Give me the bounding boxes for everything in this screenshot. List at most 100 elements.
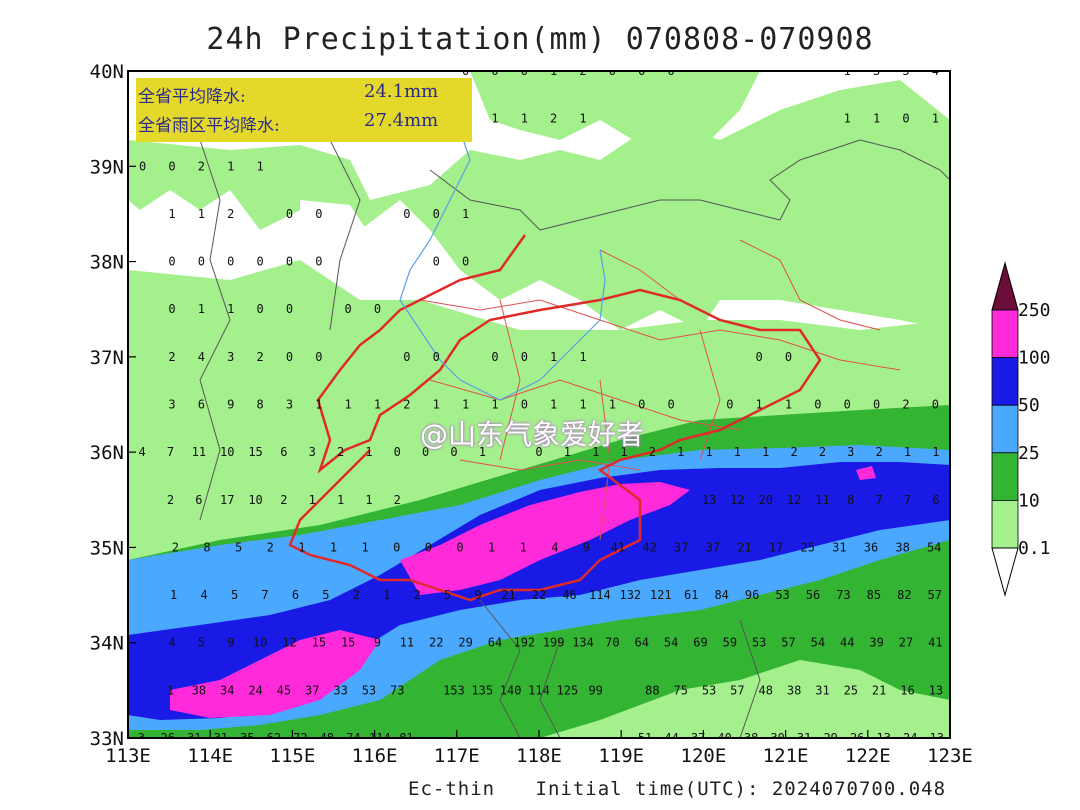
grid-value: 114 <box>528 683 550 697</box>
grid-value: 0 <box>932 398 939 412</box>
province-avg-value: 24.1mm <box>364 81 439 102</box>
grid-value: 199 <box>543 636 565 650</box>
grid-value: 1 <box>479 445 486 459</box>
grid-value: 1 <box>167 683 174 697</box>
grid-value: 73 <box>390 683 404 697</box>
grid-value: 114 <box>369 731 391 745</box>
grid-value: 88 <box>645 683 659 697</box>
grid-value: 132 <box>619 588 641 602</box>
grid-value: 1 <box>932 112 939 126</box>
grid-value: 21 <box>737 540 751 554</box>
grid-value: 31 <box>815 683 829 697</box>
grid-value: 38 <box>787 683 801 697</box>
grid-value: 54 <box>927 540 941 554</box>
grid-value: 62 <box>267 731 281 745</box>
lat-tick-label: 38N <box>90 252 124 274</box>
grid-value: 3 <box>168 398 175 412</box>
grid-value: 1 <box>462 398 469 412</box>
grid-value: 2 <box>819 445 826 459</box>
grid-value: 0 <box>433 207 440 221</box>
grid-value: 21 <box>872 683 886 697</box>
lat-tick-label: 34N <box>90 633 124 655</box>
grid-value: 45 <box>277 683 291 697</box>
grid-value: 0 <box>168 302 175 316</box>
grid-value: 134 <box>572 636 594 650</box>
grid-value: 31 <box>214 731 228 745</box>
grid-value: 0 <box>286 350 293 364</box>
dry-area <box>300 200 380 270</box>
rain-area-light-green-top <box>470 71 760 150</box>
grid-value: 64 <box>635 636 649 650</box>
grid-value: 0 <box>462 255 469 269</box>
grid-value: 1 <box>330 540 337 554</box>
grid-value: 1 <box>198 207 205 221</box>
grid-value: 1 <box>620 445 627 459</box>
grid-value: 9 <box>374 636 381 650</box>
grid-value: 0 <box>521 350 528 364</box>
grid-value: 16 <box>900 683 914 697</box>
grid-value: 0 <box>902 112 909 126</box>
grid-value: 1 <box>315 398 322 412</box>
grid-value: 38 <box>895 540 909 554</box>
grid-value: 0 <box>873 398 880 412</box>
grid-value: 11 <box>400 636 414 650</box>
grid-value: 0 <box>286 207 293 221</box>
grid-value: 40 <box>717 731 731 745</box>
grid-value: 7 <box>167 445 174 459</box>
grid-value: 2 <box>876 445 883 459</box>
rain-band-100-250 <box>400 482 690 595</box>
grid-value: 2 <box>403 398 410 412</box>
grid-value: 3 <box>286 398 293 412</box>
lon-tick-label: 123E <box>927 745 973 767</box>
grid-value: 0 <box>256 302 263 316</box>
grid-value: 5 <box>444 588 451 602</box>
grid-value: 9 <box>474 588 481 602</box>
legend-label: 50 <box>1018 395 1040 416</box>
legend-arrow-bottom <box>991 547 1019 597</box>
grid-value: 9 <box>227 636 234 650</box>
grid-value: 2 <box>649 445 656 459</box>
grid-value: 1 <box>785 398 792 412</box>
province-avg-label: 全省平均降水: <box>138 87 246 107</box>
grid-value: 1 <box>932 445 939 459</box>
lon-tick-label: 116E <box>352 745 398 767</box>
grid-value: 7 <box>904 493 911 507</box>
grid-value: 1 <box>734 445 741 459</box>
grid-value: 1 <box>365 493 372 507</box>
lat-tick-label: 39N <box>90 156 124 178</box>
grid-value: 0 <box>422 445 429 459</box>
grid-value: 3 <box>138 731 145 745</box>
lon-tick-label: 115E <box>270 745 316 767</box>
grid-value: 22 <box>532 588 546 602</box>
grid-value: 5 <box>231 588 238 602</box>
grid-value: 20 <box>759 493 773 507</box>
grid-value: 26 <box>161 731 175 745</box>
stats-box: 全省平均降水: 24.1mm 全省雨区平均降水: 27.4mm <box>136 78 472 142</box>
grid-value: 0 <box>667 398 674 412</box>
grid-value: 2 <box>198 159 205 173</box>
grid-value: 0 <box>814 398 821 412</box>
grid-value: 7 <box>876 493 883 507</box>
grid-value: 0 <box>667 64 674 78</box>
grid-value: 2 <box>280 493 287 507</box>
grid-value: 57 <box>781 636 795 650</box>
grid-value: 2 <box>267 540 274 554</box>
grid-value: 84 <box>714 588 728 602</box>
grid-value: 0 <box>756 350 763 364</box>
grid-value: 6 <box>292 588 299 602</box>
grid-value: 41 <box>611 540 625 554</box>
grid-value: 3 <box>847 445 854 459</box>
grid-value: 69 <box>693 636 707 650</box>
grid-value: 15 <box>341 636 355 650</box>
grid-value: 46 <box>562 588 576 602</box>
grid-value: 48 <box>320 731 334 745</box>
grid-value: 192 <box>513 636 535 650</box>
grid-value: 31 <box>187 731 201 745</box>
legend-swatch <box>991 404 1019 454</box>
legend-label: 10 <box>1018 490 1040 511</box>
grid-value: 1 <box>433 398 440 412</box>
grid-value: 75 <box>673 683 687 697</box>
grid-value: 96 <box>745 588 759 602</box>
grid-value: 35 <box>240 731 254 745</box>
grid-value: 39 <box>869 636 883 650</box>
